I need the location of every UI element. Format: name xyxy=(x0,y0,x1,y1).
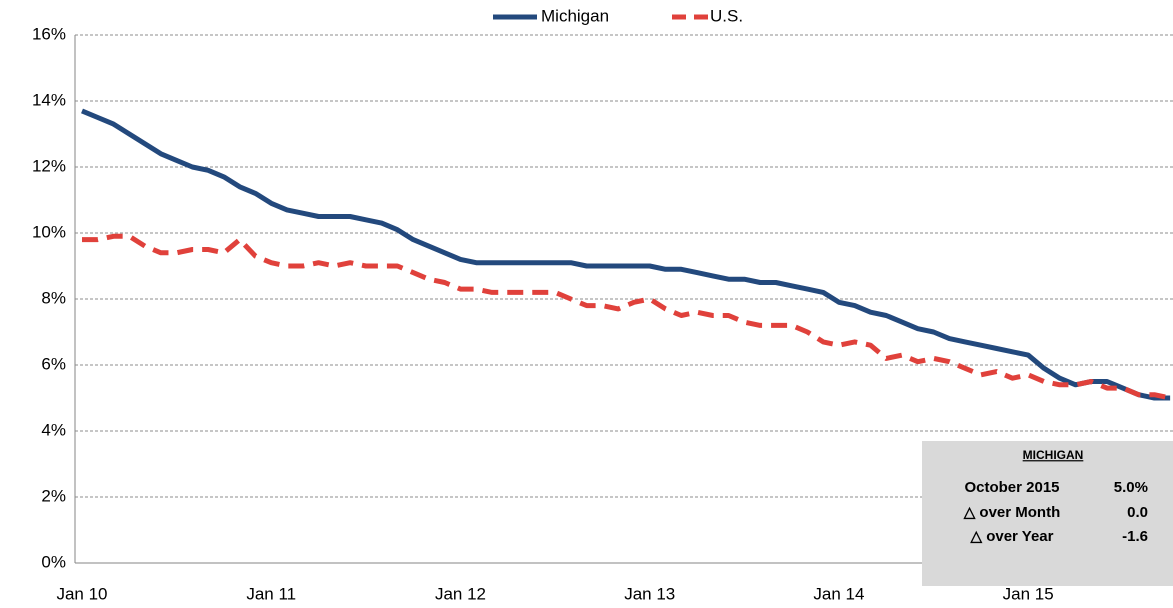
y-tick-label: 12% xyxy=(32,156,66,175)
x-tick-label: Jan 10 xyxy=(56,584,107,603)
x-tick-label: Jan 15 xyxy=(1003,584,1054,603)
info-box-value: -1.6 xyxy=(1122,528,1148,545)
y-tick-label: 6% xyxy=(41,354,66,373)
y-tick-label: 8% xyxy=(41,288,66,307)
line-series xyxy=(81,108,1171,401)
info-box-bg xyxy=(922,441,1173,586)
info-box-label: △ over Month xyxy=(963,504,1061,521)
x-tick-label: Jan 12 xyxy=(435,584,486,603)
info-box-label: October 2015 xyxy=(964,479,1059,496)
y-tick-label: 4% xyxy=(41,420,66,439)
y-tick-label: 0% xyxy=(41,552,66,571)
info-box-value: 5.0% xyxy=(1114,479,1148,496)
info-box-label: △ over Year xyxy=(970,528,1054,545)
info-box-value: 0.0 xyxy=(1127,504,1148,521)
x-tick-label: Jan 11 xyxy=(246,584,296,603)
x-tick-label: Jan 14 xyxy=(813,584,864,603)
y-tick-label: 16% xyxy=(32,24,66,43)
legend-label: Michigan xyxy=(541,6,609,25)
y-tick-label: 10% xyxy=(32,222,66,241)
info-box-title: MICHIGAN xyxy=(1023,448,1084,462)
legend-label: U.S. xyxy=(710,6,743,25)
info-box: MICHIGAN October 2015 5.0% △ over Month 0.0 △… xyxy=(922,441,1173,586)
y-tick-label: 14% xyxy=(32,90,66,109)
line-series xyxy=(82,233,1171,401)
y-tick-label: 2% xyxy=(41,486,66,505)
x-tick-label: Jan 13 xyxy=(624,584,675,603)
